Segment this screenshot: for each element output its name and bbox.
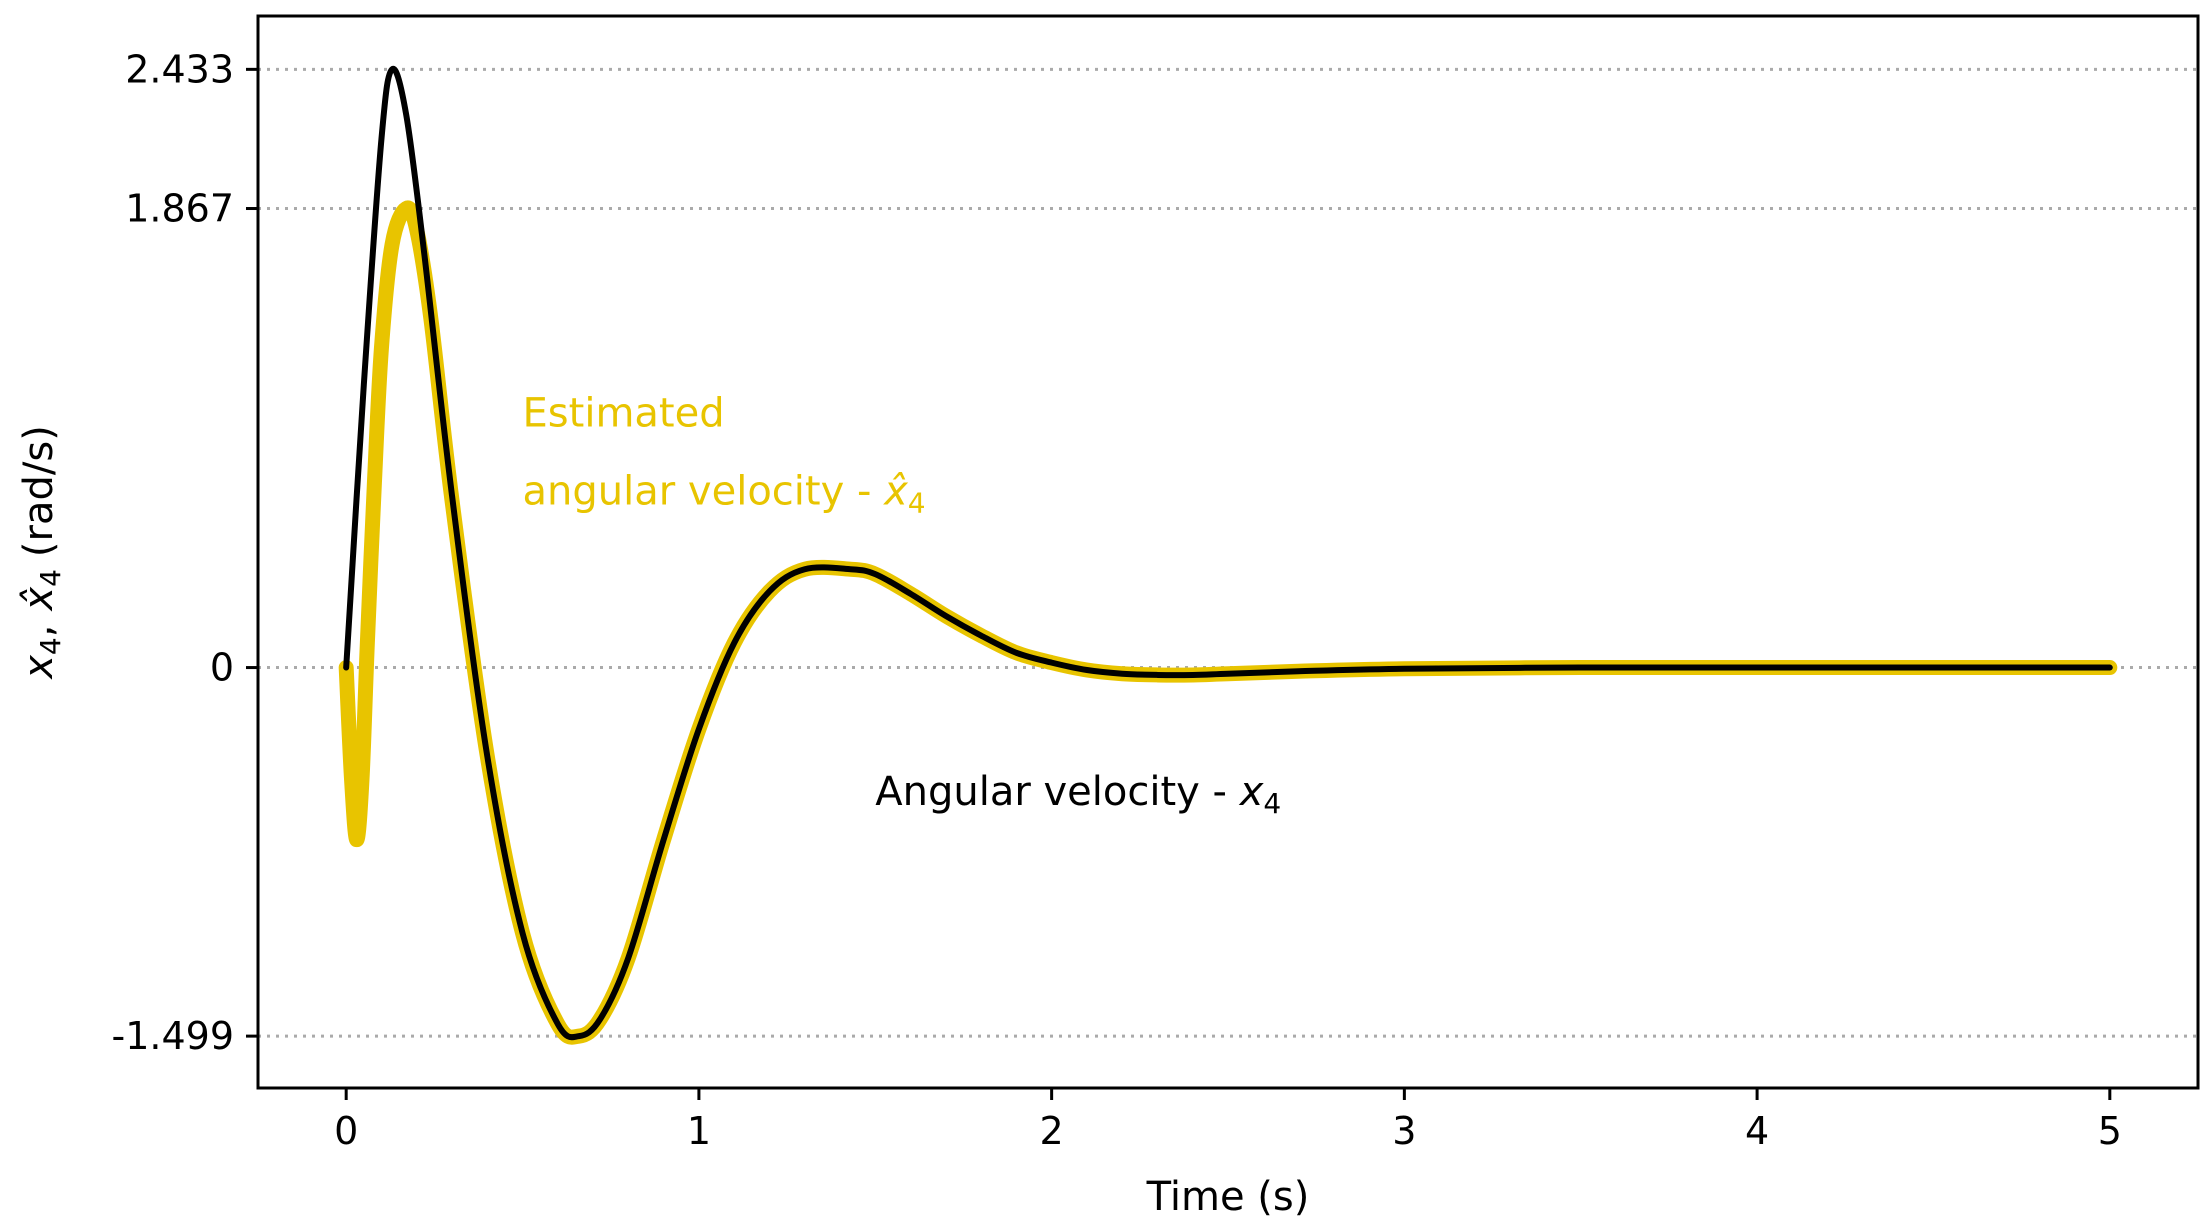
y-axis-title-sub2: 4	[34, 569, 67, 587]
plot-frame	[256, 14, 2200, 1090]
x-tick-label-2: 2	[1040, 1109, 1064, 1153]
annotation-estimated-line2-text: angular velocity -	[523, 469, 885, 515]
y-axis-title-unit: (rad/s)	[16, 425, 62, 557]
series-line-angular-velocity	[343, 65, 2113, 1041]
y-axis-title-var1: x	[16, 655, 62, 681]
x-tick-label-1: 1	[687, 1109, 711, 1153]
annotation-estimated-line1: Estimated	[523, 391, 725, 437]
annotation-actual-var: x	[1238, 769, 1264, 815]
x-tick-label-3: 3	[1392, 1109, 1416, 1153]
annotation-estimated: Estimated angular velocity - x̂4	[523, 391, 926, 520]
x-tick-label-4: 4	[1745, 1109, 1769, 1153]
x-tick-label-0: 0	[334, 1109, 358, 1153]
annotation-actual-line1: Angular velocity - x4	[875, 769, 1281, 820]
x-tick-label-5: 5	[2098, 1109, 2122, 1153]
y-axis-title-sub1: 4	[34, 637, 67, 655]
annotation-actual-text: Angular velocity -	[875, 769, 1239, 815]
y-axis-ticks: -1.499 0 1.867 2.433	[112, 47, 258, 1058]
y-tick-label-0: -1.499	[112, 1014, 235, 1058]
x-axis-title: Time (s)	[1146, 1174, 1310, 1220]
y-axis-title-var2: x̂	[16, 587, 62, 613]
annotation-estimated-line2: angular velocity - x̂4	[523, 469, 926, 520]
annotation-actual-sub: 4	[1263, 787, 1281, 820]
y-axis-title-sep: ,	[16, 625, 62, 638]
series-lines	[338, 65, 2118, 1045]
annotation-estimated-var: x̂	[882, 469, 908, 515]
annotation-actual: Angular velocity - x4	[875, 769, 1281, 820]
y-tick-label-1: 0	[210, 646, 234, 690]
y-tick-label-2: 1.867	[125, 187, 234, 231]
y-tick-label-3: 2.433	[125, 47, 234, 91]
annotation-estimated-sub: 4	[908, 487, 926, 520]
x-axis-ticks: 0 1 2 3 4 5	[334, 1088, 2122, 1153]
y-axis-title: x4,x̂4(rad/s)	[16, 425, 67, 681]
